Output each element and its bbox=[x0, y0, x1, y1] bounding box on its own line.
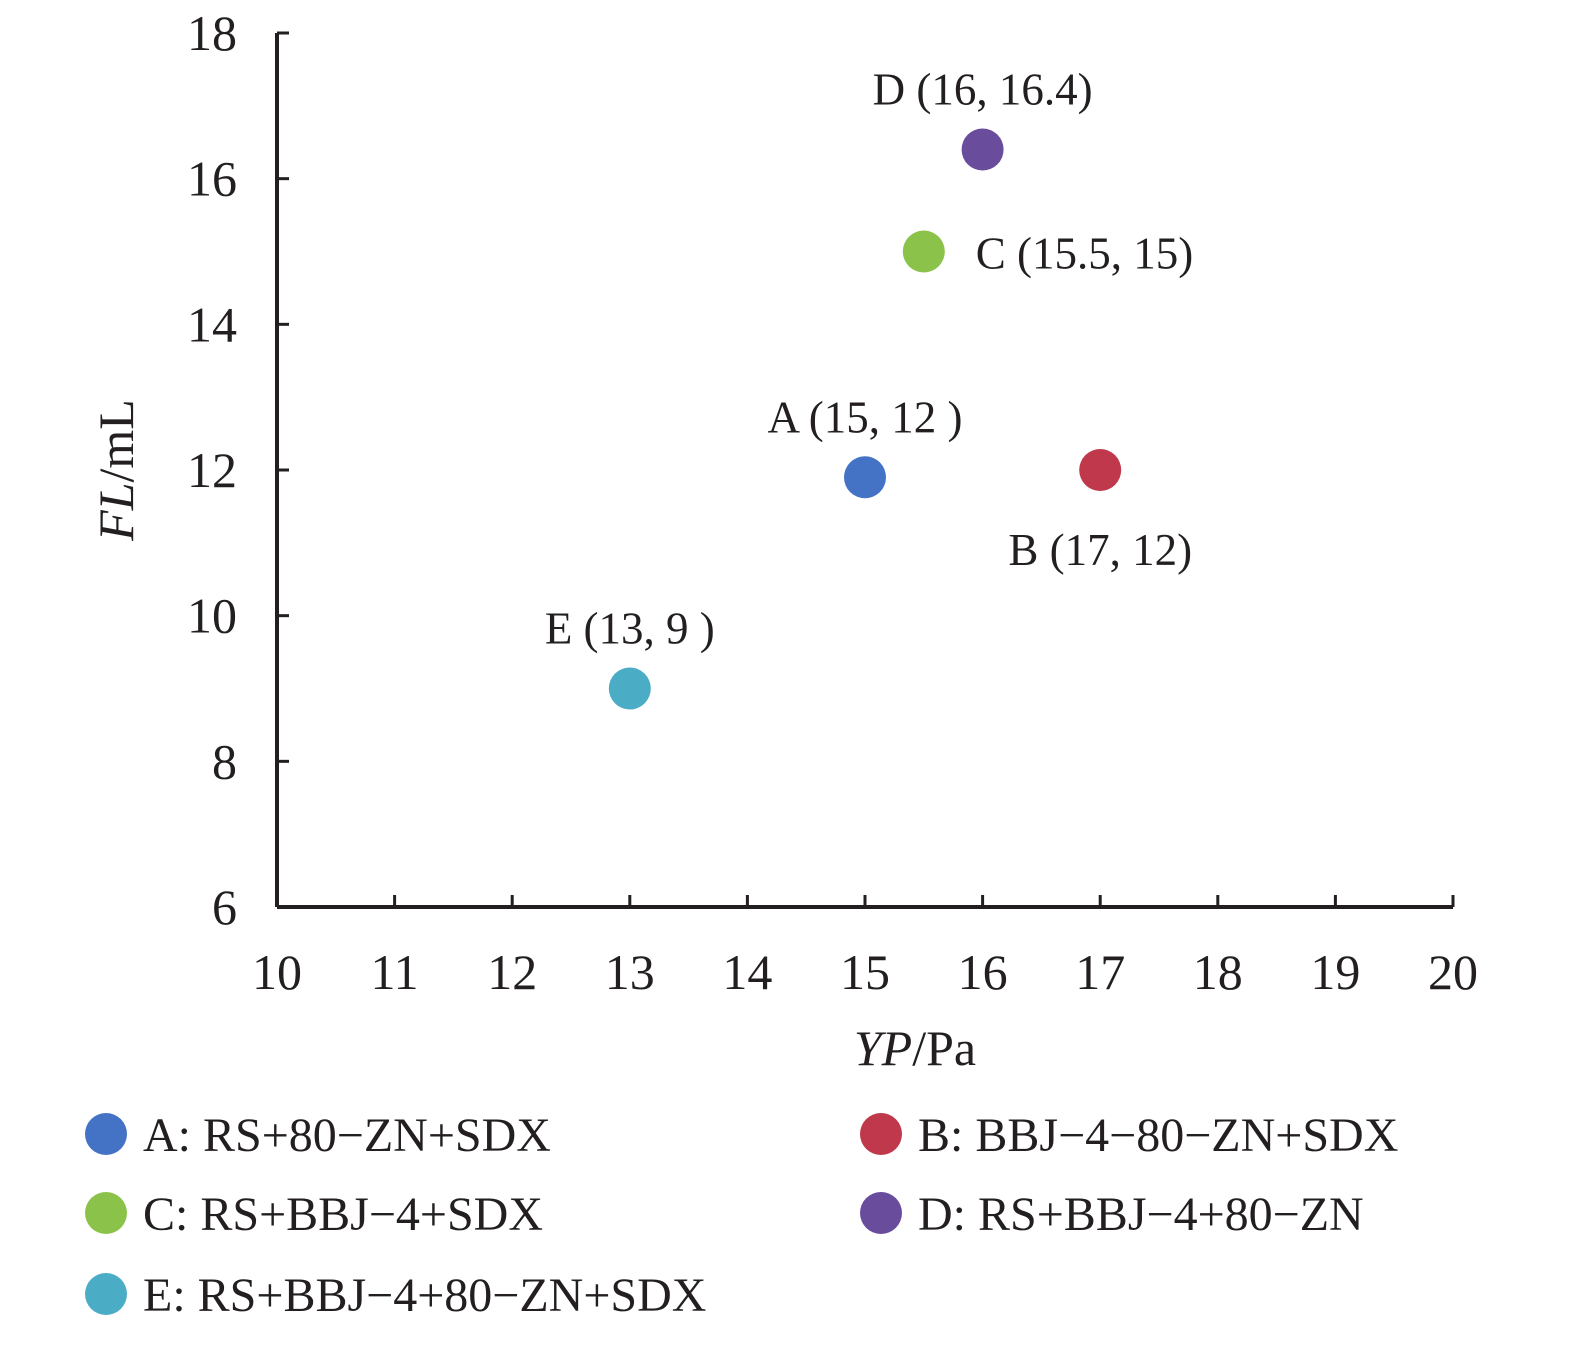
legend-label-c: C: RS+BBJ−4+SDX bbox=[143, 1188, 543, 1241]
legend-marker-b bbox=[860, 1113, 902, 1155]
x-tick-label: 18 bbox=[1193, 944, 1243, 1000]
x-axis-title-unit: /Pa bbox=[912, 1020, 976, 1076]
axis-ticks: 10 11 12 13 14 15 16 17 18 19 20 6 8 10 12 14 16 18 bbox=[187, 5, 1478, 1000]
x-axis-title: YP/Pa bbox=[854, 1020, 976, 1076]
data-label-e: E (13, 9 ) bbox=[545, 604, 715, 654]
data-point-d bbox=[961, 128, 1004, 171]
y-tick-label: 8 bbox=[212, 733, 237, 789]
legend-label-d: D: RS+BBJ−4+80−ZN bbox=[918, 1188, 1364, 1241]
y-tick-label: 12 bbox=[187, 442, 237, 498]
x-tick-label: 16 bbox=[958, 944, 1008, 1000]
x-tick-label: 14 bbox=[722, 944, 772, 1000]
y-tick-label: 14 bbox=[187, 296, 237, 352]
x-tick-label: 20 bbox=[1428, 944, 1478, 1000]
data-label-c: C (15.5, 15) bbox=[976, 229, 1194, 279]
legend-marker-d bbox=[860, 1192, 902, 1234]
legend-label-b: B: BBJ−4−80−ZN+SDX bbox=[918, 1109, 1398, 1162]
legend: A: RS+80−ZN+SDX B: BBJ−4−80−ZN+SDX C: RS+B… bbox=[85, 1109, 1398, 1322]
legend-marker-c bbox=[85, 1192, 127, 1234]
data-point-e bbox=[608, 667, 651, 710]
x-tick-label: 10 bbox=[252, 944, 302, 1000]
x-tick-label: 19 bbox=[1310, 944, 1360, 1000]
data-label-a: A (15, 12 ) bbox=[768, 392, 963, 442]
x-axis-title-var: YP bbox=[854, 1020, 912, 1076]
y-axis-title: FL/mL bbox=[88, 399, 144, 542]
legend-marker-a bbox=[85, 1113, 127, 1155]
data-points: A (15, 12 ) B (17, 12) C (15.5, 15) D (16, … bbox=[545, 65, 1193, 710]
y-tick-label: 18 bbox=[187, 5, 237, 61]
x-tick-label: 11 bbox=[371, 944, 419, 1000]
data-point-a bbox=[844, 456, 886, 499]
data-label-b: B (17, 12) bbox=[1008, 525, 1192, 575]
y-tick-label: 10 bbox=[187, 588, 237, 644]
y-axis-title-var: FL bbox=[88, 482, 144, 541]
x-tick-label: 15 bbox=[840, 944, 890, 1000]
y-axis-title-unit: /mL bbox=[88, 399, 144, 482]
data-point-b bbox=[1079, 449, 1122, 491]
legend-label-e: E: RS+BBJ−4+80−ZN+SDX bbox=[143, 1269, 706, 1322]
y-tick-label: 6 bbox=[212, 879, 237, 935]
x-tick-label: 13 bbox=[605, 944, 655, 1000]
legend-label-a: A: RS+80−ZN+SDX bbox=[143, 1109, 551, 1162]
legend-marker-e bbox=[85, 1273, 127, 1315]
x-tick-label: 17 bbox=[1075, 944, 1125, 1000]
data-label-d: D (16, 16.4) bbox=[873, 65, 1093, 115]
x-tick-label: 12 bbox=[487, 944, 537, 1000]
y-tick-label: 16 bbox=[187, 151, 237, 207]
data-point-c bbox=[902, 230, 945, 273]
